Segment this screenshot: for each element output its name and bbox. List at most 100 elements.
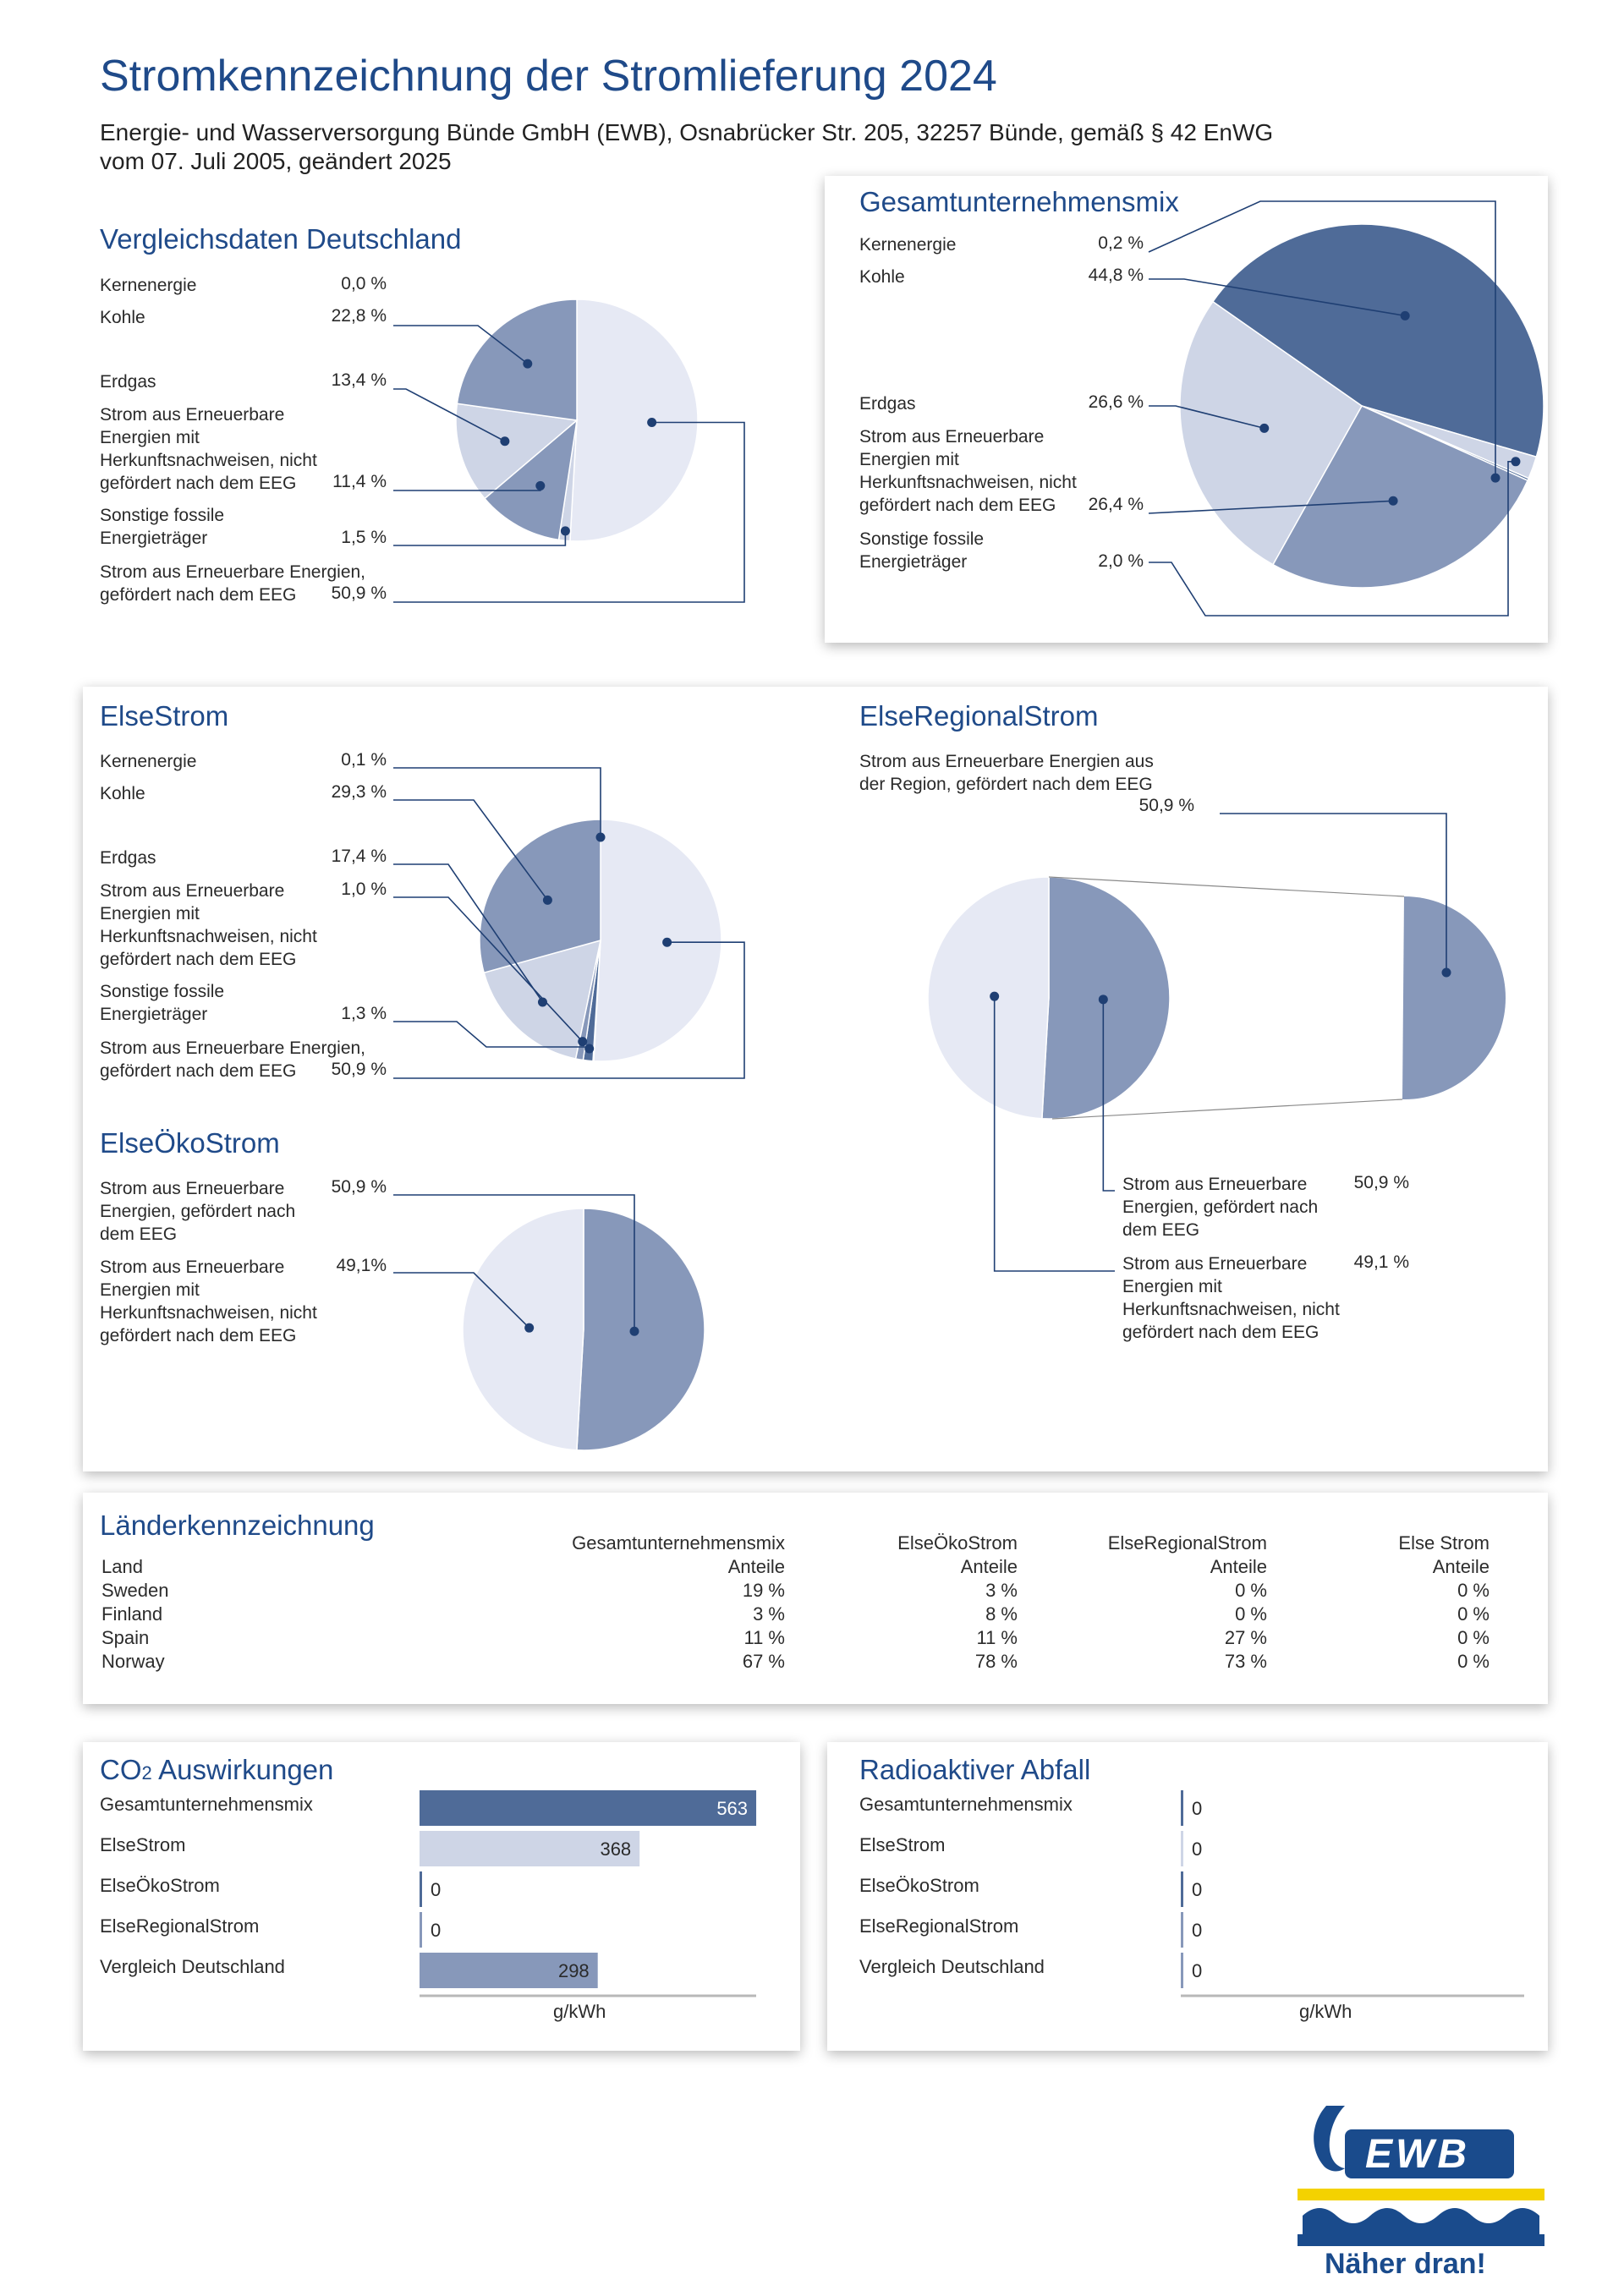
co2-axis-label: g/kWh [553, 2001, 606, 2022]
page-title: Stromkennzeichnung der Stromlieferung 20… [100, 52, 997, 101]
radio-bar-0 [1181, 1790, 1183, 1826]
section-title-elseoeko: ElseÖkoStrom [100, 1127, 280, 1159]
laender-table: Gesamtunternehmensmix ElseÖkoStrom ElseR… [100, 1532, 1490, 1674]
table-header: Anteile [1210, 1556, 1267, 1577]
table-row: Norway 67 % 78 % 73 % 0 % [100, 1651, 1490, 1674]
radio-category-label: ElseÖkoStrom [859, 1875, 979, 1896]
vergleich-value-herkunft: 11,4 % [332, 472, 387, 491]
elsestrom-value-eeg: 50,9 % [331, 1060, 387, 1079]
gesamt-leader-erdgas [1149, 405, 1265, 430]
elsestrom-value-herkunft: 1,0 % [341, 879, 387, 899]
section-title-elsestrom: ElseStrom [100, 700, 229, 732]
elseoeko-value-herkunft: 49,1% [336, 1256, 387, 1275]
vergleich-value-kern: 0,0 % [341, 274, 387, 293]
gesamt-label-kohle: Kohle [859, 267, 905, 287]
radio-bar-3 [1181, 1912, 1183, 1948]
co2-title-main: CO [100, 1754, 142, 1785]
gesamt-label-erdgas: Erdgas [859, 394, 916, 414]
table-header: Anteile [727, 1556, 785, 1577]
gesamt-label-herkunft: Strom aus Erneuerbare Energien mit Herku… [859, 427, 1077, 515]
radio-category-label: ElseStrom [859, 1834, 946, 1855]
elsestrom-label-eeg: Strom aus Erneuerbare Energien, geförder… [100, 1038, 366, 1081]
elseoeko-dot-eeg [629, 1326, 639, 1336]
elsestrom-dot-kern [595, 832, 606, 842]
vergleich-slice-2 [483, 419, 579, 541]
gesamt-dot-kern [1490, 473, 1501, 483]
co2-value-label: 0 [431, 1920, 441, 1941]
co2-title-rest: Auswirkungen [151, 1754, 334, 1785]
table-cell: 0 % [1457, 1627, 1490, 1648]
section-title-laender: Länderkennzeichnung [100, 1510, 375, 1541]
gesamt-leader-kern [1148, 200, 1496, 479]
table-cell: 11 % [976, 1627, 1018, 1648]
table-header: Anteile [960, 1556, 1018, 1577]
elseoeko-dot-herkunft [524, 1323, 535, 1333]
vergleich-label-sonstige: Sonstige fossile Energieträger [100, 506, 225, 548]
section-title-elseregional: ElseRegionalStrom [859, 700, 1099, 732]
vergleich-dot-sonstige [560, 526, 570, 536]
section-title-gesamt: Gesamtunternehmensmix [859, 186, 1179, 217]
radio-category-label: Gesamtunternehmensmix [859, 1794, 1073, 1815]
co2-bar-2 [420, 1871, 422, 1907]
elsestrom-dot-sonstige [584, 1044, 595, 1054]
vergleich-dot-erdgas [500, 436, 510, 447]
elsestrom-dot-kohle [542, 895, 552, 905]
elseregional-label-eeg: Strom aus Erneuerbare Energien, geförder… [1122, 1175, 1319, 1240]
co2-category-label: ElseRegionalStrom [100, 1915, 260, 1937]
elsestrom-leader-erdgas [393, 863, 544, 1003]
gesamt-value-kern: 0,2 % [1098, 233, 1144, 253]
elseregional-connector-bottom [1051, 1099, 1403, 1120]
section-title-vergleich: Vergleichsdaten Deutschland [100, 223, 462, 255]
table-cell: 0 % [1457, 1603, 1490, 1625]
card-else-products [83, 687, 1548, 1471]
radio-bar-2 [1181, 1871, 1183, 1907]
elseregional-leader-breakout [1220, 813, 1447, 973]
table-header: ElseRegionalStrom [1107, 1532, 1267, 1553]
table-row: Sweden 19 % 3 % 0 % 0 % [100, 1580, 1490, 1603]
table-cell: 73 % [1224, 1651, 1267, 1672]
elseregional-dot-eeg [1098, 995, 1108, 1005]
gesamt-dot-kohle [1400, 310, 1410, 321]
elseregional-dot-breakout [1441, 967, 1451, 978]
gesamt-label-kern: Kernenergie [859, 235, 957, 255]
vergleich-leader-erdgas [393, 388, 506, 442]
elseoeko-label-eeg: Strom aus Erneuerbare Energien, geförder… [100, 1179, 296, 1244]
table-cell: 78 % [974, 1651, 1018, 1672]
elsestrom-slice-5 [479, 819, 601, 974]
elseregional-leader-herkunft [993, 996, 1115, 1272]
vergleich-value-kohle: 22,8 % [331, 306, 387, 326]
vergleich-value-sonstige: 1,5 % [341, 528, 387, 547]
gesamt-leader-herkunft [1148, 500, 1394, 514]
card-radioaktiv [827, 1742, 1548, 2051]
radio-bar-4 [1181, 1953, 1183, 1988]
section-title-co2: CO2 Auswirkungen [100, 1754, 333, 1786]
radio-category-label: ElseRegionalStrom [859, 1915, 1019, 1937]
elsestrom-label-herkunft: Strom aus Erneuerbare Energien mit Herku… [100, 881, 317, 969]
gesamt-dot-herkunft [1388, 496, 1398, 506]
elsestrom-label-kohle: Kohle [100, 784, 145, 803]
table-header: ElseÖkoStrom [897, 1532, 1018, 1553]
elsestrom-slice-0 [593, 819, 722, 1062]
table-cell: Sweden [102, 1580, 169, 1601]
table-header-row-1: Gesamtunternehmensmix ElseÖkoStrom ElseR… [100, 1532, 1490, 1556]
vergleich-label-kern: Kernenergie [100, 276, 197, 295]
gesamt-slice-0 [1211, 223, 1544, 458]
gesamt-value-herkunft: 26,4 % [1088, 495, 1144, 514]
radio-value-label: 0 [1192, 1920, 1202, 1941]
radio-value-label: 0 [1192, 1879, 1202, 1900]
table-header: Anteile [1432, 1556, 1490, 1577]
table-cell: 0 % [1235, 1603, 1267, 1625]
elsestrom-dot-eeg [662, 937, 672, 947]
table-header: Gesamtunternehmensmix [572, 1532, 785, 1553]
elsestrom-dot-herkunft [578, 1037, 588, 1047]
vergleich-value-eeg: 50,9 % [331, 584, 387, 603]
gesamt-leader-kohle [1149, 278, 1406, 317]
vergleich-leader-sonstige [393, 530, 567, 546]
elseregional-connector-top [1048, 876, 1405, 897]
elsestrom-leader-kern [393, 767, 601, 837]
card-laender [83, 1493, 1548, 1704]
radio-value-label: 0 [1192, 1960, 1202, 1981]
elseoeko-slice-1 [462, 1208, 584, 1451]
elsestrom-label-kern: Kernenergie [100, 752, 197, 771]
elseoeko-label-herkunft: Strom aus Erneuerbare Energien mit Herku… [100, 1258, 317, 1345]
